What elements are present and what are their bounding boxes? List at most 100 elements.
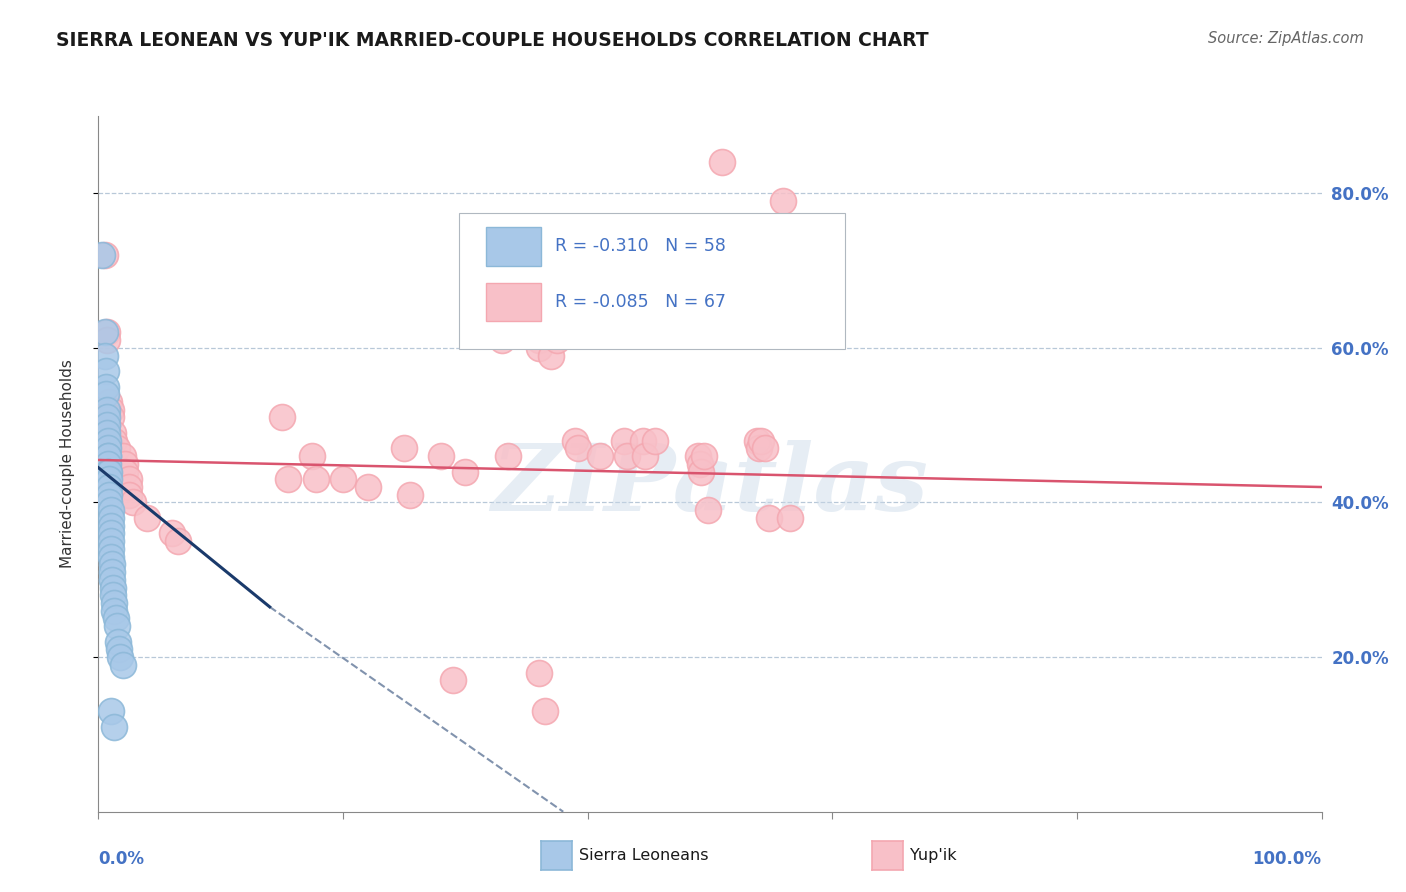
Point xyxy=(564,434,586,448)
Point xyxy=(534,704,557,718)
Point xyxy=(101,558,124,572)
Point xyxy=(723,271,745,285)
Point xyxy=(101,565,124,579)
Point xyxy=(96,326,118,340)
Point xyxy=(662,286,685,301)
Point xyxy=(595,310,617,324)
Point xyxy=(690,465,713,479)
Point xyxy=(103,604,125,618)
Text: R = -0.310   N = 58: R = -0.310 N = 58 xyxy=(555,237,725,255)
Point xyxy=(616,449,638,463)
Text: Yup'ik: Yup'ik xyxy=(910,848,956,863)
Point xyxy=(107,634,129,648)
Point xyxy=(94,387,117,401)
Point xyxy=(96,425,118,440)
FancyBboxPatch shape xyxy=(460,213,845,349)
Point xyxy=(94,364,117,378)
Point xyxy=(686,449,709,463)
Point xyxy=(527,333,550,347)
Point xyxy=(100,511,122,525)
Point xyxy=(103,720,125,734)
Point xyxy=(93,349,115,363)
Point xyxy=(118,472,141,486)
Point xyxy=(118,488,141,502)
Point xyxy=(101,573,124,587)
Point xyxy=(100,518,122,533)
Point xyxy=(779,511,801,525)
Point xyxy=(101,425,124,440)
Point xyxy=(96,410,118,425)
Point xyxy=(527,665,550,680)
Text: SIERRA LEONEAN VS YUP'IK MARRIED-COUPLE HOUSEHOLDS CORRELATION CHART: SIERRA LEONEAN VS YUP'IK MARRIED-COUPLE … xyxy=(56,31,929,50)
Point xyxy=(599,318,621,332)
Point xyxy=(160,526,183,541)
Y-axis label: Married-couple Households: Married-couple Households xyxy=(60,359,75,568)
Point xyxy=(491,333,513,347)
Point xyxy=(738,318,761,332)
Point xyxy=(100,541,122,556)
Point xyxy=(754,442,776,456)
Text: Source: ZipAtlas.com: Source: ZipAtlas.com xyxy=(1208,31,1364,46)
Point xyxy=(100,526,122,541)
Point xyxy=(93,326,115,340)
Point xyxy=(356,480,378,494)
Point xyxy=(97,465,120,479)
Point xyxy=(114,465,136,479)
Point xyxy=(98,395,121,409)
Point xyxy=(689,457,711,471)
Point xyxy=(430,449,453,463)
Text: R = -0.085   N = 67: R = -0.085 N = 67 xyxy=(555,293,725,310)
Point xyxy=(496,449,519,463)
Point xyxy=(94,379,117,393)
Point xyxy=(98,472,121,486)
Point xyxy=(104,611,127,625)
Point xyxy=(96,418,118,433)
Point xyxy=(527,341,550,355)
Point xyxy=(399,488,422,502)
Point xyxy=(613,434,636,448)
Point xyxy=(305,472,328,486)
Point xyxy=(121,495,143,509)
Point xyxy=(100,410,122,425)
Point xyxy=(96,333,118,347)
Point xyxy=(696,503,718,517)
Point xyxy=(101,588,124,602)
Point xyxy=(167,534,190,549)
Text: 0.0%: 0.0% xyxy=(98,850,145,868)
Point xyxy=(392,442,416,456)
Point xyxy=(277,472,299,486)
Point xyxy=(644,434,666,448)
Point xyxy=(631,434,654,448)
Point xyxy=(693,449,716,463)
Point xyxy=(97,442,120,456)
Point xyxy=(96,402,118,417)
Point xyxy=(108,642,131,657)
Point xyxy=(118,480,141,494)
Point xyxy=(741,326,763,340)
Point xyxy=(100,704,122,718)
Point xyxy=(103,596,125,610)
Text: ZIPatlas: ZIPatlas xyxy=(492,440,928,530)
Point xyxy=(540,349,562,363)
FancyBboxPatch shape xyxy=(486,283,541,321)
Point xyxy=(101,581,124,595)
Point xyxy=(98,495,121,509)
Point xyxy=(98,488,121,502)
Point xyxy=(97,457,120,471)
Point xyxy=(100,534,122,549)
FancyBboxPatch shape xyxy=(486,227,541,266)
Point xyxy=(136,511,159,525)
Point xyxy=(98,480,121,494)
Point xyxy=(270,410,294,425)
Point xyxy=(634,449,657,463)
Point xyxy=(103,434,125,448)
Point xyxy=(91,248,114,262)
Point xyxy=(100,549,122,564)
Text: 100.0%: 100.0% xyxy=(1253,850,1322,868)
Point xyxy=(111,657,134,672)
Point xyxy=(97,449,120,463)
Point xyxy=(100,402,122,417)
Point xyxy=(546,333,568,347)
Point xyxy=(515,326,537,340)
Text: Sierra Leoneans: Sierra Leoneans xyxy=(579,848,709,863)
